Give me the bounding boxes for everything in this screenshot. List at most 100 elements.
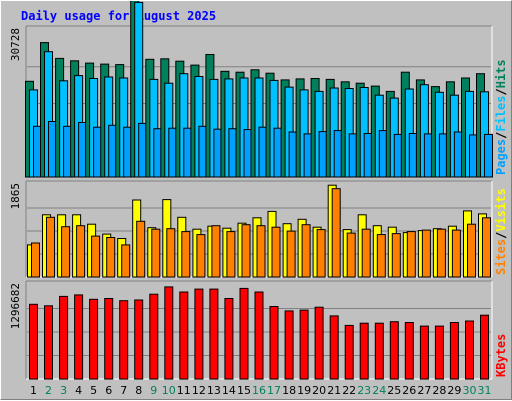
day-label: 4	[75, 384, 82, 397]
bar-sites-day-13	[211, 225, 221, 278]
bar-kbytes-day-10	[164, 286, 174, 380]
bar-sites-day-21	[331, 188, 341, 278]
legend-kbytes: KBytes	[494, 334, 508, 377]
day-label: 15	[237, 384, 251, 397]
day-label: 6	[105, 384, 112, 397]
day-label: 14	[222, 384, 236, 397]
bar-sites-day-18	[286, 230, 296, 278]
bar-sites-day-28	[436, 228, 446, 278]
panel-kbytes: 1296682 KBytes	[9, 280, 508, 380]
legend-separator: /	[494, 88, 508, 95]
bar-kbytes-day-17	[269, 306, 279, 380]
bar-sites-day-25	[391, 233, 401, 278]
bar-kbytes-day-29	[449, 322, 459, 380]
legend-hits-files-pages: Pages/Files/Hits	[494, 59, 508, 175]
bar-sites-day-11	[181, 231, 191, 278]
legend-item-hits: Hits	[494, 59, 508, 88]
day-label: 10	[162, 384, 176, 397]
y-max-label: 30728	[9, 28, 22, 61]
bar-kbytes-day-4	[74, 294, 84, 380]
bar-sites-day-4	[76, 225, 86, 278]
bar-sites-day-10	[166, 228, 176, 278]
day-label: 13	[207, 384, 221, 397]
bar-sites-day-24	[376, 234, 386, 278]
legend-item-sites: Sites	[494, 239, 508, 275]
bar-kbytes-day-20	[314, 306, 324, 380]
bar-sites-day-19	[301, 224, 311, 278]
day-label: 25	[387, 384, 401, 397]
day-label: 31	[478, 384, 492, 397]
day-label: 22	[342, 384, 356, 397]
bar-sites-day-30	[467, 223, 476, 278]
bar-sites-day-9	[151, 228, 161, 278]
bar-sites-day-26	[406, 231, 416, 278]
day-label: 12	[192, 384, 206, 397]
bar-kbytes-day-11	[179, 291, 189, 380]
day-label: 23	[357, 384, 371, 397]
bar-sites-day-1	[31, 242, 40, 278]
bar-kbytes-day-22	[344, 324, 354, 380]
bar-kbytes-day-15	[239, 287, 249, 380]
bar-sites-day-7	[121, 244, 131, 278]
bar-sites-day-2	[46, 216, 55, 278]
bar-kbytes-day-28	[434, 325, 444, 380]
day-label: 21	[327, 384, 341, 397]
y-max-label: 1296682	[9, 283, 22, 329]
bar-kbytes-day-3	[59, 295, 69, 380]
legend-item-visits: Visits	[494, 188, 508, 231]
bar-kbytes-day-30	[465, 320, 474, 380]
bar-sites-day-22	[346, 232, 356, 278]
legend-item-files: Files	[494, 96, 508, 132]
bar-sites-day-15	[241, 224, 251, 278]
bar-kbytes-day-18	[284, 310, 294, 380]
day-label: 17	[267, 384, 281, 397]
bar-kbytes-day-8	[134, 299, 144, 380]
bar-kbytes-day-24	[374, 322, 384, 380]
day-label: 24	[372, 384, 386, 397]
day-label: 20	[312, 384, 326, 397]
legend-visits-sites: Sites/Visits	[494, 188, 508, 275]
day-label: 11	[177, 384, 191, 397]
day-label: 7	[120, 384, 127, 397]
bar-kbytes-day-21	[329, 315, 339, 380]
day-label: 8	[135, 384, 142, 397]
legend-separator: /	[494, 232, 508, 239]
day-label: 19	[297, 384, 311, 397]
bar-kbytes-day-6	[104, 298, 114, 380]
bar-kbytes-day-23	[359, 322, 369, 380]
bar-sites-day-12	[196, 234, 206, 278]
day-label: 16	[252, 384, 266, 397]
chart-title: Daily usage for August 2025	[21, 9, 216, 23]
bar-sites-day-3	[61, 226, 71, 278]
day-label: 1	[30, 384, 37, 397]
bar-kbytes-day-25	[389, 321, 399, 380]
bar-sites-day-29	[451, 229, 461, 278]
bar-sites-day-16	[256, 225, 266, 278]
day-label: 2	[45, 384, 52, 397]
y-max-label: 1865	[9, 183, 22, 210]
bar-kbytes-day-13	[209, 288, 219, 380]
bar-sites-day-20	[316, 229, 326, 278]
bar-kbytes-day-31	[480, 314, 489, 380]
panel-visits-sites: 1865 Sites/Visits	[9, 180, 508, 278]
bar-kbytes-day-27	[419, 325, 429, 380]
bar-sites-day-27	[421, 229, 431, 278]
bar-sites-day-31	[482, 217, 491, 278]
day-label: 9	[150, 384, 157, 397]
bar-kbytes-day-12	[194, 288, 204, 380]
bar-kbytes-day-1	[29, 303, 38, 380]
panels-layer: 30728Pages/Files/Hits1865Sites/Visits129…	[9, 1, 508, 380]
bar-sites-day-8	[136, 220, 146, 278]
day-label: 28	[432, 384, 446, 397]
bar-kbytes-day-5	[89, 298, 99, 380]
day-label: 29	[447, 384, 461, 397]
day-label: 27	[417, 384, 431, 397]
bar-kbytes-day-26	[404, 322, 414, 380]
bar-pages-day-31	[484, 133, 493, 178]
bar-kbytes-day-7	[119, 300, 129, 380]
legend-item-pages: Pages	[494, 139, 508, 175]
day-labels: 1 2 3 4 5 6 7 8 9 10 11 12 13 14 15 16 17 18 19 20 21 22 23 24 2…	[30, 384, 492, 397]
